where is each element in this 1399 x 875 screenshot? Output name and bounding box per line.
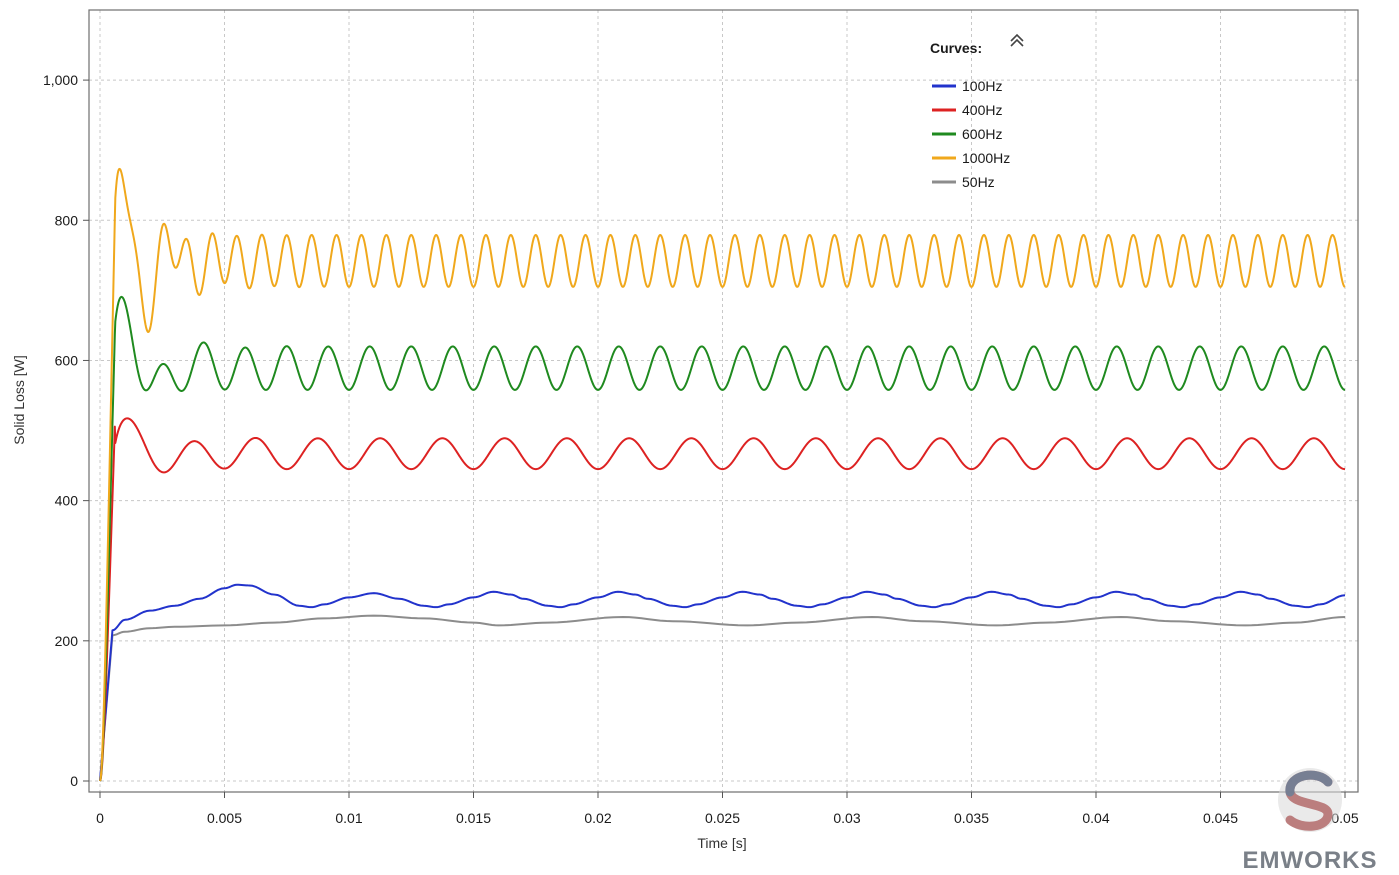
x-tick-label: 0.01 — [335, 810, 362, 826]
y-tick-label: 200 — [55, 633, 79, 649]
legend-label: 50Hz — [962, 174, 995, 190]
series-line-600hz — [99, 295, 1346, 782]
legend-label: 1000Hz — [962, 150, 1010, 166]
x-tick-label: 0.045 — [1203, 810, 1238, 826]
x-tick-label: 0.025 — [705, 810, 740, 826]
grid — [89, 10, 1358, 792]
x-tick-label: 0 — [96, 810, 104, 826]
legend-item-400hz[interactable]: 400Hz — [932, 102, 1002, 118]
x-tick-label: 0.03 — [833, 810, 860, 826]
x-tick-label: 0.015 — [456, 810, 491, 826]
legend-item-50hz[interactable]: 50Hz — [932, 174, 995, 190]
legend: Curves: 100Hz 400Hz 600Hz 1000Hz 50Hz — [930, 33, 1024, 190]
x-tick-label: 0.02 — [584, 810, 611, 826]
series-lines — [99, 167, 1346, 782]
legend-item-1000hz[interactable]: 1000Hz — [932, 150, 1010, 166]
x-tick-label: 0.035 — [954, 810, 989, 826]
y-tick-label: 1,000 — [43, 72, 78, 88]
legend-label: 100Hz — [962, 78, 1002, 94]
x-axis-label: Time [s] — [697, 835, 746, 851]
legend-label: 400Hz — [962, 102, 1002, 118]
series-line-50hz — [99, 614, 1346, 782]
x-tick-label: 0.005 — [207, 810, 242, 826]
legend-title: Curves: — [930, 40, 982, 56]
legend-label: 600Hz — [962, 126, 1002, 142]
axes: 0 0.005 0.01 0.015 0.02 0.025 0.03 0.035 0.04 0.0… — [43, 72, 1359, 826]
y-axis-label: Solid Loss [W] — [11, 355, 27, 444]
emworks-s-logo-icon — [1278, 768, 1342, 832]
emworks-brand-text: EMWORKS — [1243, 847, 1378, 874]
plot-area-border — [88, 9, 1359, 793]
y-tick-label: 600 — [55, 352, 79, 368]
emworks-watermark: EMWORKS — [1243, 768, 1378, 874]
y-tick-label: 400 — [55, 493, 79, 509]
legend-item-100hz[interactable]: 100Hz — [932, 78, 1002, 94]
y-tick-label: 0 — [70, 773, 78, 789]
y-tick-label: 800 — [55, 212, 79, 228]
series-line-400hz — [99, 417, 1346, 782]
legend-item-600hz[interactable]: 600Hz — [932, 126, 1002, 142]
x-tick-label: 0.04 — [1082, 810, 1109, 826]
series-line-100hz — [99, 583, 1346, 782]
double-chevron-up-icon[interactable] — [1010, 33, 1024, 47]
series-line-1000hz — [99, 167, 1346, 782]
